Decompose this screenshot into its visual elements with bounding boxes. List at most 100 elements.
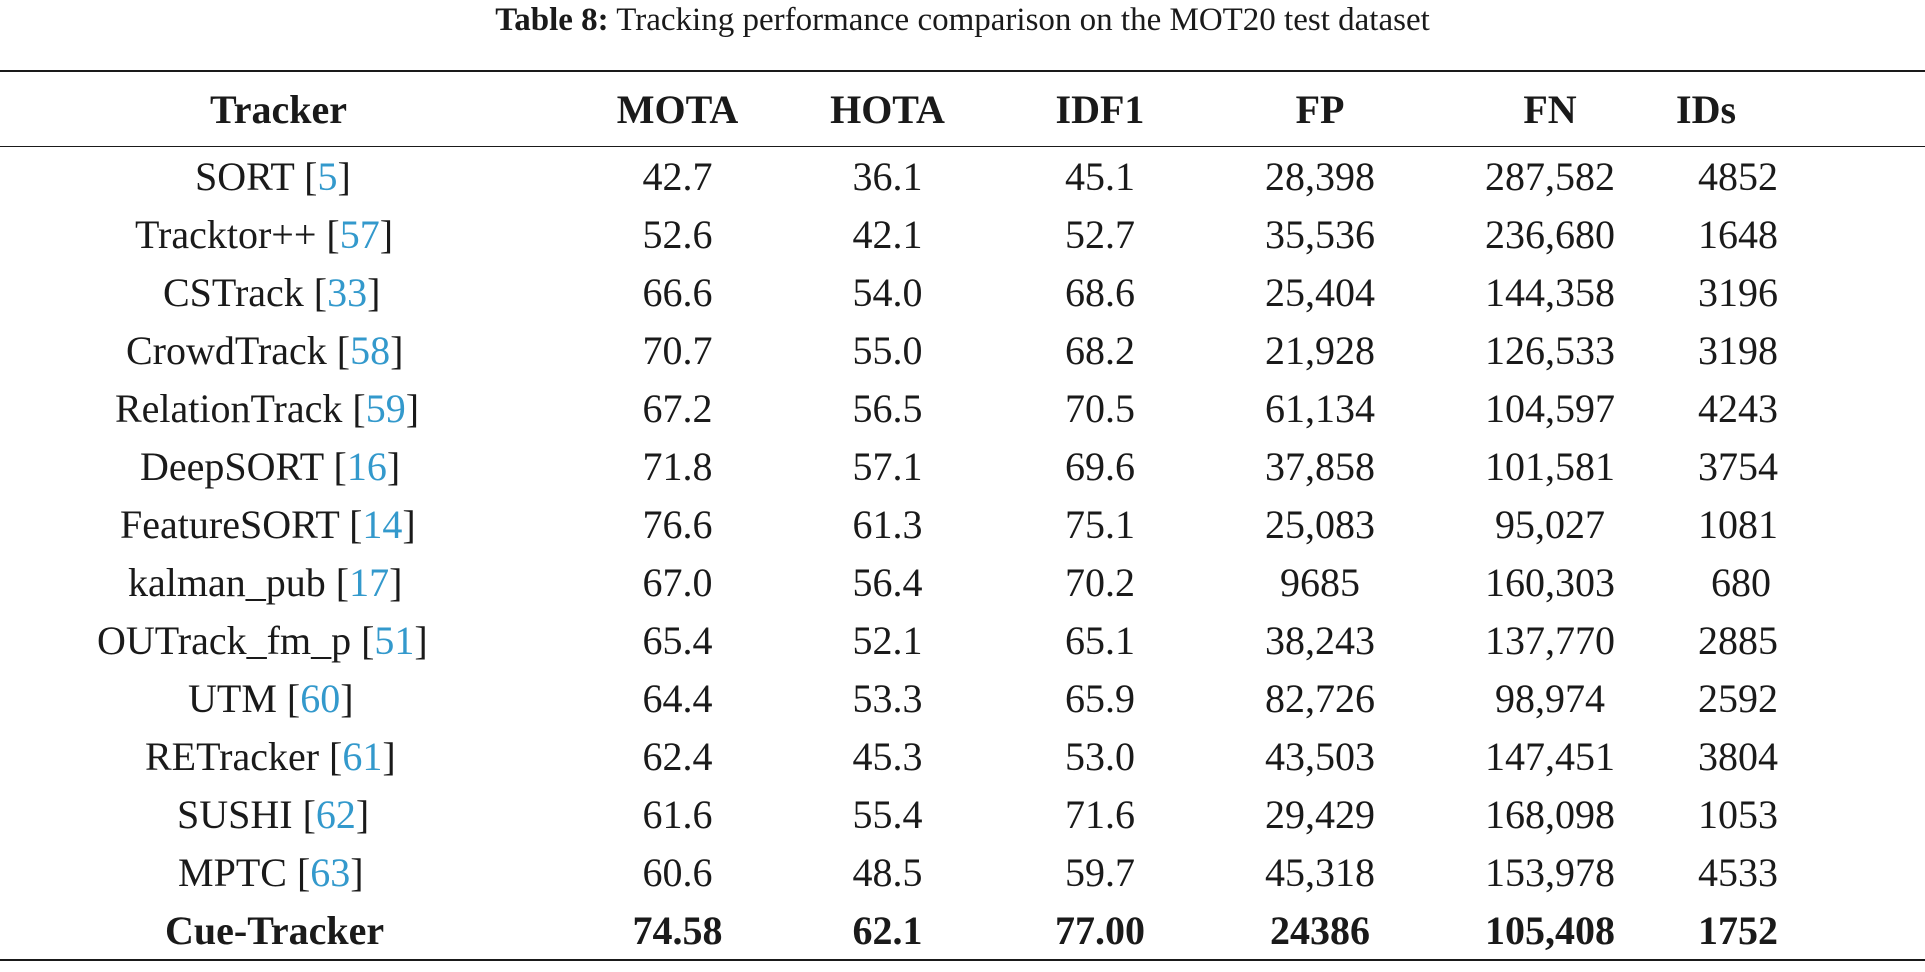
- cell-tracker: CrowdTrack [58]: [126, 327, 404, 373]
- tracker-name: Cue-Tracker: [165, 907, 385, 953]
- cell-ids: 680: [1711, 559, 1771, 605]
- cell-fp: 9685: [1280, 559, 1360, 605]
- cell-mota: 65.4: [642, 617, 713, 663]
- cell-mota: 61.6: [642, 791, 713, 837]
- tracker-name: UTM: [188, 675, 277, 721]
- tracker-name: Tracktor++: [135, 211, 317, 257]
- cell-tracker: FeatureSORT [14]: [120, 501, 416, 547]
- tracker-name: RETracker: [145, 733, 320, 779]
- cell-tracker: SUSHI [62]: [177, 791, 370, 837]
- cell-idf1: 45.1: [1065, 153, 1135, 199]
- cell-tracker: kalman_pub [17]: [128, 559, 403, 605]
- cell-ids: 4852: [1698, 153, 1778, 199]
- cell-idf1: 68.2: [1065, 327, 1135, 373]
- cell-ids: 4243: [1698, 385, 1778, 431]
- cell-fp: 45,318: [1265, 849, 1375, 895]
- citation-link[interactable]: 57: [339, 211, 380, 257]
- cell-fn: 287,582: [1485, 153, 1615, 199]
- cell-mota: 67.2: [642, 385, 713, 431]
- cell-fn: 160,303: [1485, 559, 1615, 605]
- cell-tracker: DeepSORT [16]: [140, 443, 401, 489]
- cell-hota: 57.1: [852, 443, 923, 489]
- cell-fn: 98,974: [1495, 675, 1605, 721]
- cell-mota: 62.4: [642, 733, 713, 779]
- cell-tracker: RETracker [61]: [145, 733, 396, 779]
- cell-idf1: 69.6: [1065, 443, 1135, 489]
- citation-link[interactable]: 17: [349, 559, 390, 605]
- citation-link[interactable]: 62: [315, 791, 356, 837]
- cell-fp: 25,083: [1265, 501, 1375, 547]
- cell-fn: 126,533: [1485, 327, 1615, 373]
- citation-link[interactable]: 60: [300, 675, 341, 721]
- cell-fn: 105,408: [1425, 901, 1675, 961]
- citation-link[interactable]: 14: [362, 501, 403, 547]
- cell-hota: 56.5: [852, 385, 923, 431]
- cell-ids: 3754: [1698, 443, 1778, 489]
- cell-fn: 101,581: [1485, 443, 1615, 489]
- citation-link[interactable]: 63: [310, 849, 351, 895]
- header-fn: FN: [1425, 70, 1675, 147]
- table-row: RETracker [61] 62.4 45.3 53.0 43,503 147,451 3…: [0, 727, 1925, 785]
- cell-hota: 45.3: [852, 733, 923, 779]
- cell-idf1: 65.9: [1065, 675, 1135, 721]
- caption-label: Table 8:: [495, 2, 609, 38]
- cell-fn: 104,597: [1485, 385, 1615, 431]
- tracker-name: OUTrack_fm_p: [97, 617, 352, 663]
- cell-idf1: 71.6: [1065, 791, 1135, 837]
- cell-mota: 71.8: [642, 443, 713, 489]
- cell-ids: 2885: [1698, 617, 1778, 663]
- cell-ids: 1752: [1675, 901, 1925, 961]
- cell-fp: 82,726: [1265, 675, 1375, 721]
- cell-hota: 56.4: [852, 559, 923, 605]
- cell-fp: 25,404: [1265, 269, 1375, 315]
- header-idf1: IDF1: [985, 70, 1215, 147]
- cell-ids: 1053: [1698, 791, 1778, 837]
- cell-hota: 62.1: [790, 901, 985, 961]
- cell-fn: 137,770: [1485, 617, 1615, 663]
- cell-idf1: 53.0: [1065, 733, 1135, 779]
- citation-link[interactable]: 16: [346, 443, 387, 489]
- cell-hota: 55.4: [852, 791, 923, 837]
- citation-link[interactable]: 61: [342, 733, 383, 779]
- table-row: RelationTrack [59] 67.2 56.5 70.5 61,134 104,…: [0, 379, 1925, 437]
- cell-fn: 236,680: [1485, 211, 1615, 257]
- cell-tracker: Tracktor++ [57]: [135, 211, 394, 257]
- cell-hota: 61.3: [852, 501, 923, 547]
- cell-idf1: 70.2: [1065, 559, 1135, 605]
- cell-idf1: 75.1: [1065, 501, 1135, 547]
- citation-link[interactable]: 33: [327, 269, 368, 315]
- table-row: Tracktor++ [57] 52.6 42.1 52.7 35,536 236,680…: [0, 205, 1925, 263]
- table-row: Cue-Tracker 74.58 62.1 77.00 24386 105,408 175…: [0, 901, 1925, 961]
- cell-mota: 66.6: [642, 269, 713, 315]
- citation-link[interactable]: 59: [365, 385, 406, 431]
- header-mota: MOTA: [565, 70, 790, 147]
- cell-fp: 21,928: [1265, 327, 1375, 373]
- citation-link[interactable]: 5: [317, 153, 338, 199]
- cell-hota: 54.0: [852, 269, 923, 315]
- cell-hota: 36.1: [852, 153, 923, 199]
- cell-idf1: 65.1: [1065, 617, 1135, 663]
- table-row: SORT [5] 42.7 36.1 45.1 28,398 287,582 4852: [0, 147, 1925, 206]
- cell-hota: 53.3: [852, 675, 923, 721]
- header-ids: IDs: [1675, 70, 1925, 147]
- cell-fn: 168,098: [1485, 791, 1615, 837]
- citation-link[interactable]: 58: [350, 327, 391, 373]
- cell-tracker: UTM [60]: [188, 675, 354, 721]
- cell-tracker: OUTrack_fm_p [51]: [97, 617, 428, 663]
- table-row: CSTrack [33] 66.6 54.0 68.6 25,404 144,358 319…: [0, 263, 1925, 321]
- cell-mota: 52.6: [642, 211, 713, 257]
- header-hota: HOTA: [790, 70, 985, 147]
- cell-ids: 1648: [1698, 211, 1778, 257]
- tracker-name: FeatureSORT: [120, 501, 340, 547]
- cell-mota: 42.7: [642, 153, 713, 199]
- tracker-name: RelationTrack: [115, 385, 343, 431]
- table-row: MPTC [63] 60.6 48.5 59.7 45,318 153,978 4533: [0, 843, 1925, 901]
- citation-link[interactable]: 51: [374, 617, 415, 663]
- cell-ids: 3196: [1698, 269, 1778, 315]
- cell-idf1: 77.00: [985, 901, 1215, 961]
- cell-ids: 3804: [1698, 733, 1778, 779]
- table-row: SUSHI [62] 61.6 55.4 71.6 29,429 168,098 1053: [0, 785, 1925, 843]
- cell-fp: 28,398: [1265, 153, 1375, 199]
- cell-idf1: 68.6: [1065, 269, 1135, 315]
- cell-fp: 37,858: [1265, 443, 1375, 489]
